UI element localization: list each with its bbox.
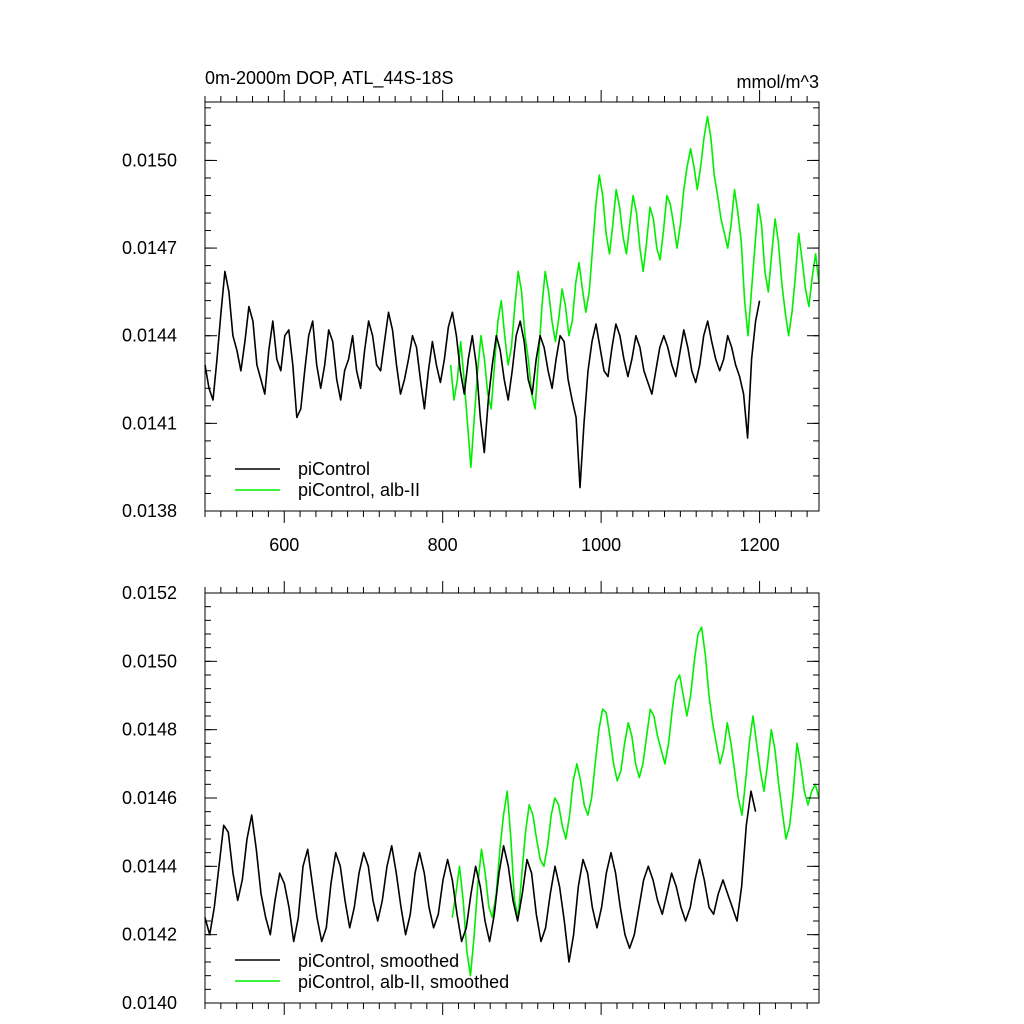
- y-tick-label: 0.0144: [122, 326, 177, 346]
- x-tick-label: 800: [428, 535, 458, 555]
- bottom-legend: piControl, smoothed piControl, alb-II, s…: [235, 951, 509, 992]
- y-tick-label: 0.0150: [122, 651, 177, 671]
- x-tick-label: 1000: [581, 535, 621, 555]
- y-tick-label: 0.0148: [122, 720, 177, 740]
- y-tick-label: 0.0150: [122, 150, 177, 170]
- y-tick-label: 0.0142: [122, 925, 177, 945]
- y-tick-label: 0.0144: [122, 856, 177, 876]
- top-plot-frame: [204, 101, 820, 512]
- x-tick-label: 600: [269, 535, 299, 555]
- series-line-0-1: [449, 115, 820, 469]
- series-line-1-0: [204, 790, 757, 963]
- top-chart-title: 0m-2000m DOP, ATL_44S-18S: [205, 68, 453, 89]
- legend-label-picontrol-alb-ii-smoothed: piControl, alb-II, smoothed: [298, 972, 509, 992]
- y-tick-label: 0.0146: [122, 788, 177, 808]
- y-tick-label: 0.0141: [122, 413, 177, 433]
- x-tick-label: 1200: [740, 535, 780, 555]
- series-line-1-1: [451, 626, 820, 977]
- bottom-panel: piControl, smoothed piControl, alb-II, s…: [122, 581, 820, 1015]
- y-tick-label: 0.0152: [122, 583, 177, 603]
- y-tick-label: 0.0138: [122, 501, 177, 521]
- y-tick-label: 0.0147: [122, 238, 177, 258]
- legend-label-picontrol-smoothed: piControl, smoothed: [298, 951, 459, 971]
- top-legend: piControl piControl, alb-II: [235, 459, 420, 500]
- legend-label-picontrol-alb-ii: piControl, alb-II: [298, 480, 420, 500]
- y-tick-label: 0.0140: [122, 993, 177, 1013]
- bottom-plot-frame: [204, 592, 820, 1004]
- top-panel: 0m-2000m DOP, ATL_44S-18S mmol/m^3 piCon…: [122, 68, 820, 555]
- legend-label-picontrol: piControl: [298, 459, 370, 479]
- top-chart-units: mmol/m^3: [737, 72, 819, 92]
- series-line-0-0: [204, 270, 761, 489]
